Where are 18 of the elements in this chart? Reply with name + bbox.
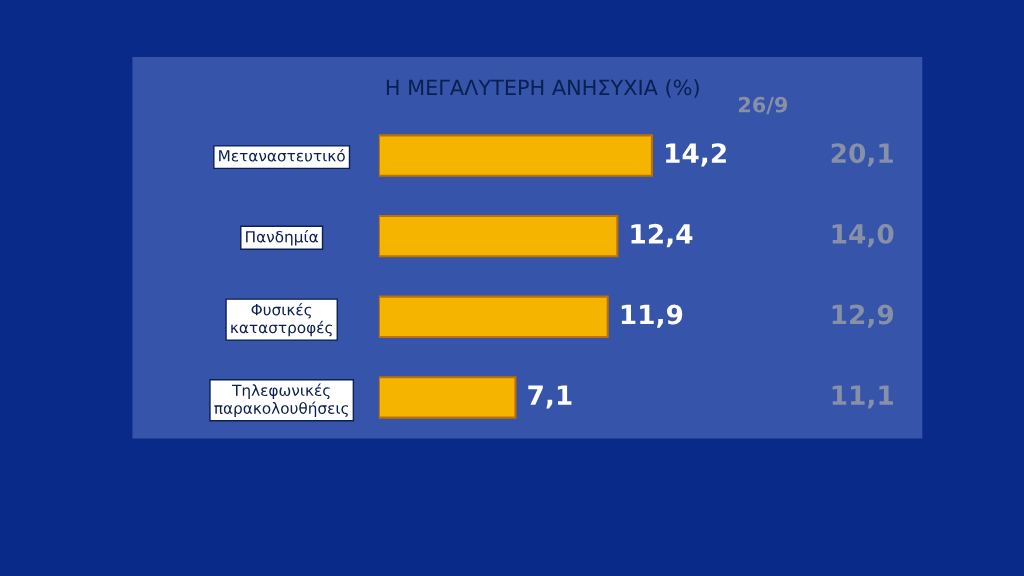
text: 14,0 — [832, 223, 894, 248]
data-label: 7,1 — [528, 385, 572, 409]
y-tick-label: Φυσικές καταστροφές — [231, 302, 332, 337]
data-label: 14,2 — [666, 143, 726, 167]
data-label: 11,9 — [621, 304, 683, 328]
bar — [378, 134, 653, 177]
y-tick-label: Τηλεφωνικές παρακολουθήσεις — [214, 383, 348, 417]
text: 12,9 — [832, 304, 894, 328]
chart-title: Η ΜΕΓΑΛΥΤΕΡΗ ΑΝΗΣΥΧΙΑ (%) — [386, 79, 699, 98]
bar — [378, 295, 609, 338]
y-tick-label: Μεταναστευτικό — [219, 149, 345, 162]
text: 20,1 — [831, 143, 893, 167]
data-label: 12,4 — [631, 223, 693, 248]
text: 26/9 — [738, 96, 788, 115]
y-tick-label: Πανδημία — [246, 230, 318, 246]
text: 11,1 — [832, 385, 893, 409]
bar — [378, 376, 517, 419]
bar — [378, 214, 619, 258]
